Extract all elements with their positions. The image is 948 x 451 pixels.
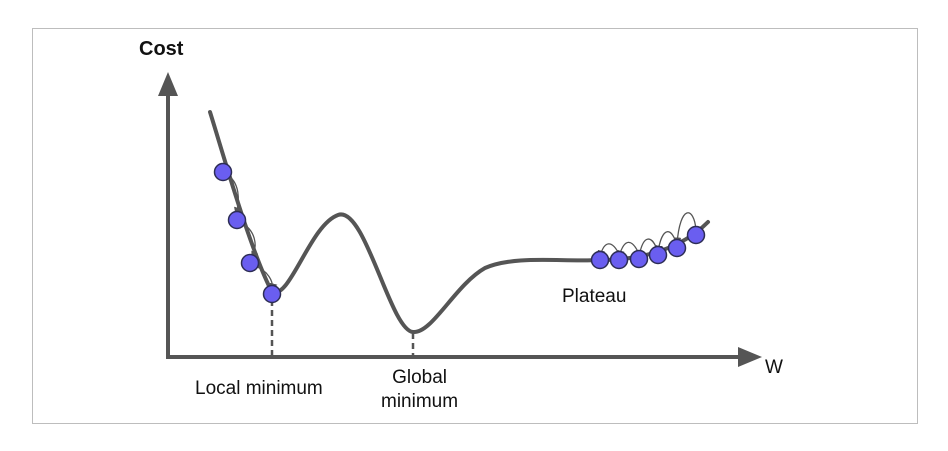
ball-left-2 <box>227 210 247 230</box>
ball-local-minimum <box>262 284 282 304</box>
local-minimum-label: Local minimum <box>195 378 323 399</box>
ball-plateau-1 <box>590 250 610 270</box>
global-minimum-label-line2: minimum <box>381 391 459 412</box>
ball-plateau-2 <box>609 250 629 270</box>
ball-plateau-3 <box>629 249 649 269</box>
plateau-label: Plateau <box>562 286 627 307</box>
x-axis-arrowhead <box>738 347 762 367</box>
y-axis-label: Cost <box>139 38 184 60</box>
global-minimum-label: Global minimum <box>381 366 458 414</box>
ball-plateau-5 <box>667 238 687 258</box>
plateau-step-arrow-1 <box>673 212 697 246</box>
global-minimum-label-line1: Global <box>392 367 447 388</box>
ball-left-3 <box>240 253 260 273</box>
ball-plateau-6 <box>686 225 706 245</box>
cost-curve <box>208 110 710 334</box>
y-axis-arrowhead <box>158 72 178 96</box>
ball-plateau-4 <box>648 245 668 265</box>
x-axis-label: W <box>765 357 783 378</box>
ball-left-1 <box>213 162 233 182</box>
